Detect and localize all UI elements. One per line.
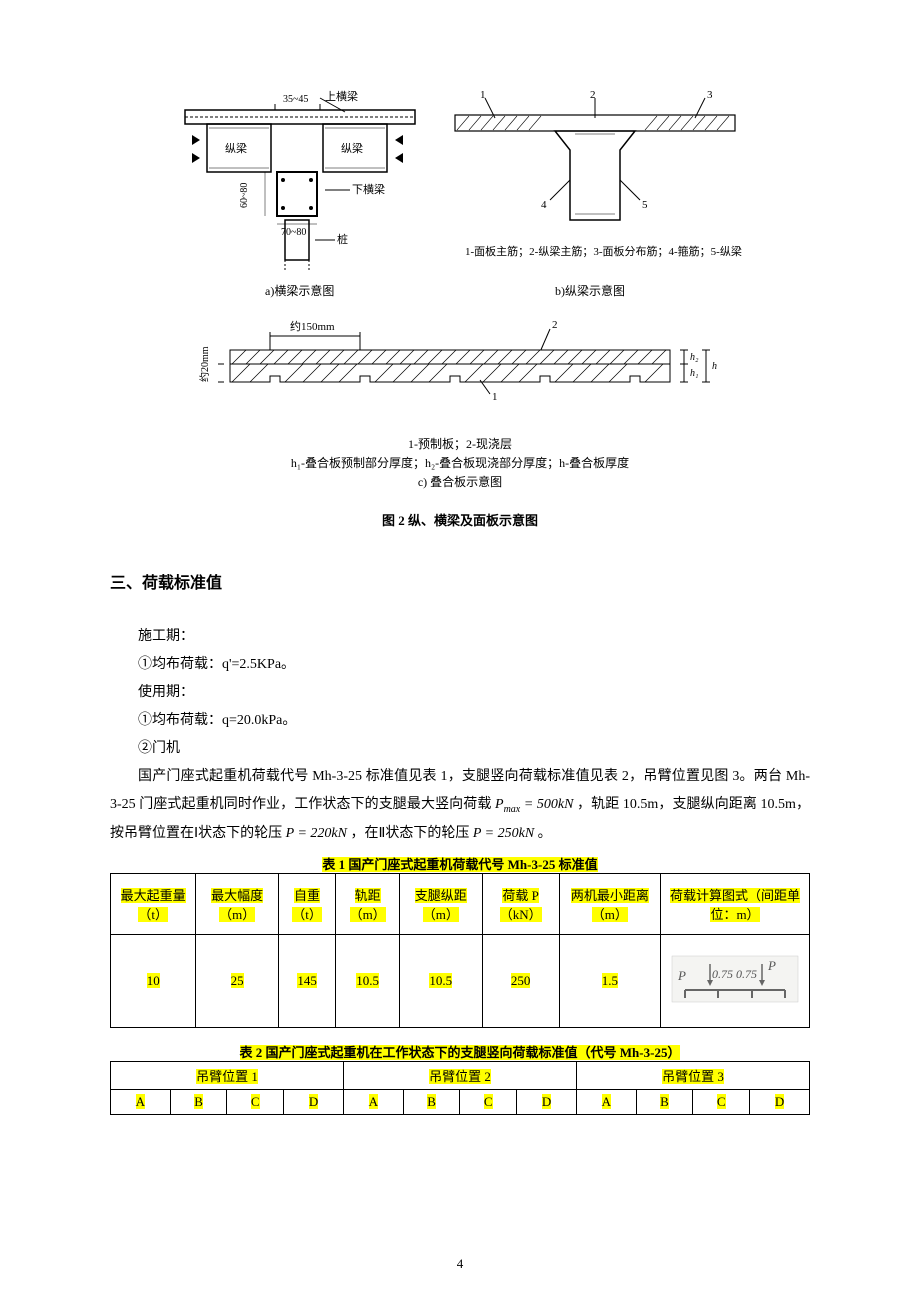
- group-1: 吊臂位置 1: [196, 1069, 258, 1084]
- dim-35-45: 35~45: [283, 94, 308, 105]
- table-1: 最大起重量（t） 最大幅度（m） 自重（t） 轨距（m） 支腿纵距（m） 荷载 …: [110, 873, 810, 1028]
- para-part-c: ，在Ⅱ状态下的轮压: [350, 826, 472, 841]
- text-uniform-load-service: ①均布荷载：q=20.0kPa。: [110, 707, 810, 735]
- th-load-p: 荷载 P（kN）: [500, 888, 542, 922]
- table-2-group-row: 吊臂位置 1 吊臂位置 2 吊臂位置 3: [111, 1061, 810, 1089]
- group-2: 吊臂位置 2: [429, 1069, 491, 1084]
- svg-text:2: 2: [590, 90, 596, 101]
- td-max-radius: 25: [231, 973, 244, 988]
- td-load-p: 250: [511, 973, 531, 988]
- table-1-data-row: 10 25 145 10.5 10.5 250 1.5: [111, 934, 810, 1027]
- diagram-top-row: 上横梁 35~45 纵梁 纵梁: [110, 90, 810, 300]
- caption-c: c) 叠合板示意图: [110, 473, 810, 490]
- td-min-dist: 1.5: [602, 973, 618, 988]
- col-3b: B: [660, 1094, 669, 1109]
- formula-p1-p: P: [286, 826, 294, 841]
- label-upper-beam: 上横梁: [325, 90, 358, 103]
- col-2d: D: [542, 1094, 551, 1109]
- load-d2: 0.75: [736, 967, 757, 981]
- load-p-left: P: [677, 968, 686, 983]
- legend-c-line1: 1-预制板；2-现浇层: [110, 435, 810, 452]
- svg-text:1: 1: [480, 90, 486, 101]
- figure-2-main-caption: 图 2 纵、横梁及面板示意图: [110, 510, 810, 529]
- dim-70-80: 70~80: [281, 227, 306, 238]
- th-max-lift: 最大起重量（t）: [121, 888, 186, 922]
- table-2-title: 表 2 国产门座式起重机在工作状态下的支腿竖向荷载标准值（代号 Mh-3-25）: [110, 1042, 810, 1061]
- th-min-dist: 两机最小距离（m）: [571, 888, 649, 922]
- caption-b: b)纵梁示意图: [555, 283, 625, 298]
- formula-pmax-p: P: [495, 797, 504, 812]
- th-load-diagram: 荷载计算图式（间距单位：m）: [670, 888, 800, 922]
- diagram-b-longitudinal: 1 2 3 4 5 1-面板主筋；2-纵梁主筋；3-面板分布筋；4-箍筋；5-纵…: [445, 90, 745, 300]
- col-2a: A: [369, 1094, 378, 1109]
- formula-p2-val: = 250kN: [481, 826, 534, 841]
- td-gauge: 10.5: [356, 973, 379, 988]
- group-3: 吊臂位置 3: [662, 1069, 724, 1084]
- formula-p1-val: = 220kN: [294, 826, 347, 841]
- paragraph-crane-description: 国产门座式起重机荷载代号 Mh-3-25 标准值见表 1，支腿竖向荷载标准值见表…: [110, 763, 810, 848]
- figure-2-block: 上横梁 35~45 纵梁 纵梁: [110, 90, 810, 529]
- table-2: 吊臂位置 1 吊臂位置 2 吊臂位置 3 A B C D A B C D A B…: [110, 1061, 810, 1115]
- table-1-header-row: 最大起重量（t） 最大幅度（m） 自重（t） 轨距（m） 支腿纵距（m） 荷载 …: [111, 873, 810, 934]
- text-service-period: 使用期：: [110, 679, 810, 707]
- legend-b: 1-面板主筋；2-纵梁主筋；3-面板分布筋；4-箍筋；5-纵梁: [465, 244, 742, 258]
- page-number: 4: [0, 1256, 920, 1272]
- th-gauge: 轨距（m）: [350, 888, 386, 922]
- col-3c: C: [717, 1094, 726, 1109]
- text-construction-period: 施工期：: [110, 623, 810, 651]
- dim-20mm: 约20mm: [198, 346, 211, 382]
- td-leg-spacing: 10.5: [429, 973, 452, 988]
- col-2c: C: [484, 1094, 493, 1109]
- td-load-diagram-cell: P P 0.75 0.75: [661, 934, 810, 1027]
- table-1-title: 表 1 国产门座式起重机荷载代号 Mh-3-25 标准值: [110, 854, 810, 873]
- text-gantry-crane: ②门机: [110, 735, 810, 763]
- svg-text:2: 2: [552, 319, 558, 331]
- th-leg-spacing: 支腿纵距（m）: [415, 888, 467, 922]
- label-pile: 桩: [337, 232, 348, 246]
- dim-150mm: 约150mm: [290, 320, 335, 333]
- th-self-weight: 自重（t）: [292, 888, 322, 922]
- load-diagram-svg: P P 0.75 0.75: [670, 954, 800, 1004]
- col-1d: D: [309, 1094, 318, 1109]
- td-max-lift: 10: [147, 973, 160, 988]
- col-3d: D: [775, 1094, 784, 1109]
- formula-pmax-val: = 500kN: [520, 797, 573, 812]
- th-max-radius: 最大幅度（m）: [211, 888, 263, 922]
- diagram-a-cross-beam: 上横梁 35~45 纵梁 纵梁: [175, 90, 425, 300]
- svg-text:h₂: h₂: [690, 352, 699, 363]
- svg-text:3: 3: [707, 90, 713, 101]
- svg-text:1: 1: [492, 391, 498, 403]
- svg-text:4: 4: [541, 199, 547, 211]
- load-p-right: P: [767, 958, 776, 973]
- svg-text:h: h: [712, 361, 717, 372]
- col-3a: A: [602, 1094, 611, 1109]
- legend-c-line2: h₁-叠合板预制部分厚度；h₂-叠合板现浇部分厚度；h-叠合板厚度: [110, 454, 810, 471]
- formula-p2-p: P: [473, 826, 481, 841]
- load-d1: 0.75: [712, 967, 733, 981]
- label-longitudinal-right: 纵梁: [341, 141, 363, 155]
- table-2-col-row: A B C D A B C D A B C D: [111, 1089, 810, 1114]
- col-2b: B: [427, 1094, 436, 1109]
- label-lower-beam: 下横梁: [352, 182, 385, 196]
- col-1c: C: [251, 1094, 260, 1109]
- text-uniform-load-construction: ①均布荷载：q'=2.5KPa。: [110, 651, 810, 679]
- section-3-heading: 三、荷载标准值: [110, 569, 810, 593]
- svg-text:5: 5: [642, 199, 648, 211]
- formula-pmax-sub: max: [504, 804, 521, 815]
- label-longitudinal-left: 纵梁: [225, 141, 247, 155]
- col-1b: B: [194, 1094, 203, 1109]
- caption-a: a)横梁示意图: [265, 283, 334, 298]
- dim-60-80: 60~80: [239, 183, 250, 208]
- td-self-weight: 145: [297, 973, 317, 988]
- svg-text:h₁: h₁: [690, 368, 698, 379]
- diagram-c-composite-slab: 约150mm 2: [190, 314, 730, 424]
- col-1a: A: [136, 1094, 145, 1109]
- para-part-d: 。: [538, 826, 552, 841]
